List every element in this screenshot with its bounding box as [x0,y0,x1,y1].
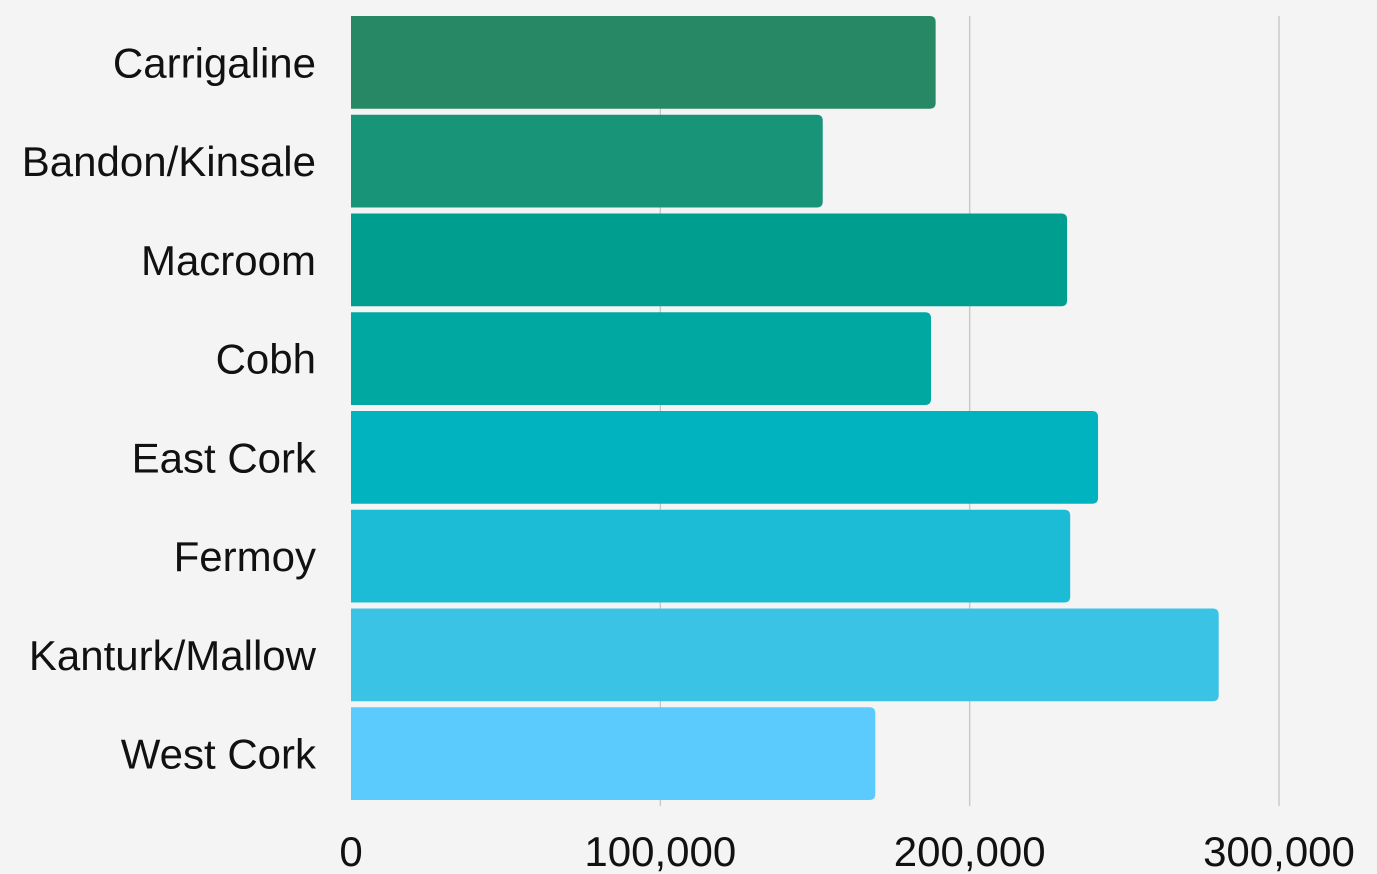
bar-bandon-kinsale [351,114,823,208]
x-axis-tick-labels: 0 100,000 200,000 300,000 [339,828,1355,874]
category-label: Macroom [141,237,316,284]
category-label: Bandon/Kinsale [22,138,316,185]
bar-cobh [351,312,931,405]
category-label: Cobh [216,336,316,383]
category-label: Carrigaline [113,39,316,86]
category-labels: Carrigaline Bandon/Kinsale Macroom Cobh East… [22,39,317,777]
category-label: Kanturk/Mallow [29,632,317,679]
x-tick-label: 200,000 [894,828,1046,874]
category-label: East Cork [132,434,317,481]
bar-carrigaline [351,16,936,109]
bar-fermoy [351,509,1071,603]
bar-macroom [351,213,1068,307]
bars [351,16,1219,800]
bar-west-cork [351,707,876,800]
category-label: West Cork [121,731,317,778]
bar-kanturk-mallow [351,608,1219,702]
x-tick-label: 0 [339,828,362,874]
x-tick-label: 300,000 [1203,828,1355,874]
bar-east-cork [351,411,1099,504]
x-tick-label: 100,000 [584,828,736,874]
category-label: Fermoy [174,533,316,580]
